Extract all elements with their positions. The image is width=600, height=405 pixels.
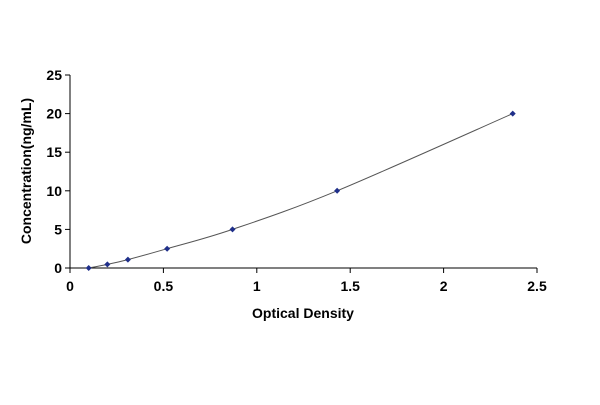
x-axis-title: Optical Density (252, 305, 354, 321)
y-tick-label: 20 (46, 106, 62, 122)
y-axis-ticks: 0 5 10 15 20 25 (46, 67, 70, 276)
data-point (509, 110, 516, 117)
y-tick-label: 15 (46, 144, 62, 160)
x-tick-label: 1.5 (340, 278, 360, 294)
data-point (334, 187, 341, 194)
y-tick-label: 5 (54, 221, 62, 237)
x-tick-label: 0.5 (154, 278, 174, 294)
x-tick-label: 2.5 (527, 278, 547, 294)
data-point (164, 245, 171, 252)
y-axis-title: Concentration(ng/mL) (18, 98, 34, 244)
x-tick-label: 1 (253, 278, 261, 294)
x-tick-label: 0 (66, 278, 74, 294)
y-tick-label: 10 (46, 183, 62, 199)
x-tick-label: 2 (440, 278, 448, 294)
data-point (104, 261, 111, 268)
x-axis-ticks: 0 0.5 1 1.5 2 2.5 (66, 268, 547, 294)
y-tick-label: 0 (54, 260, 62, 276)
data-point (85, 265, 92, 271)
data-point (124, 256, 131, 263)
plot-area (69, 75, 537, 269)
y-tick-label: 25 (46, 67, 62, 83)
data-point (229, 226, 236, 233)
data-points-layer (85, 110, 516, 271)
